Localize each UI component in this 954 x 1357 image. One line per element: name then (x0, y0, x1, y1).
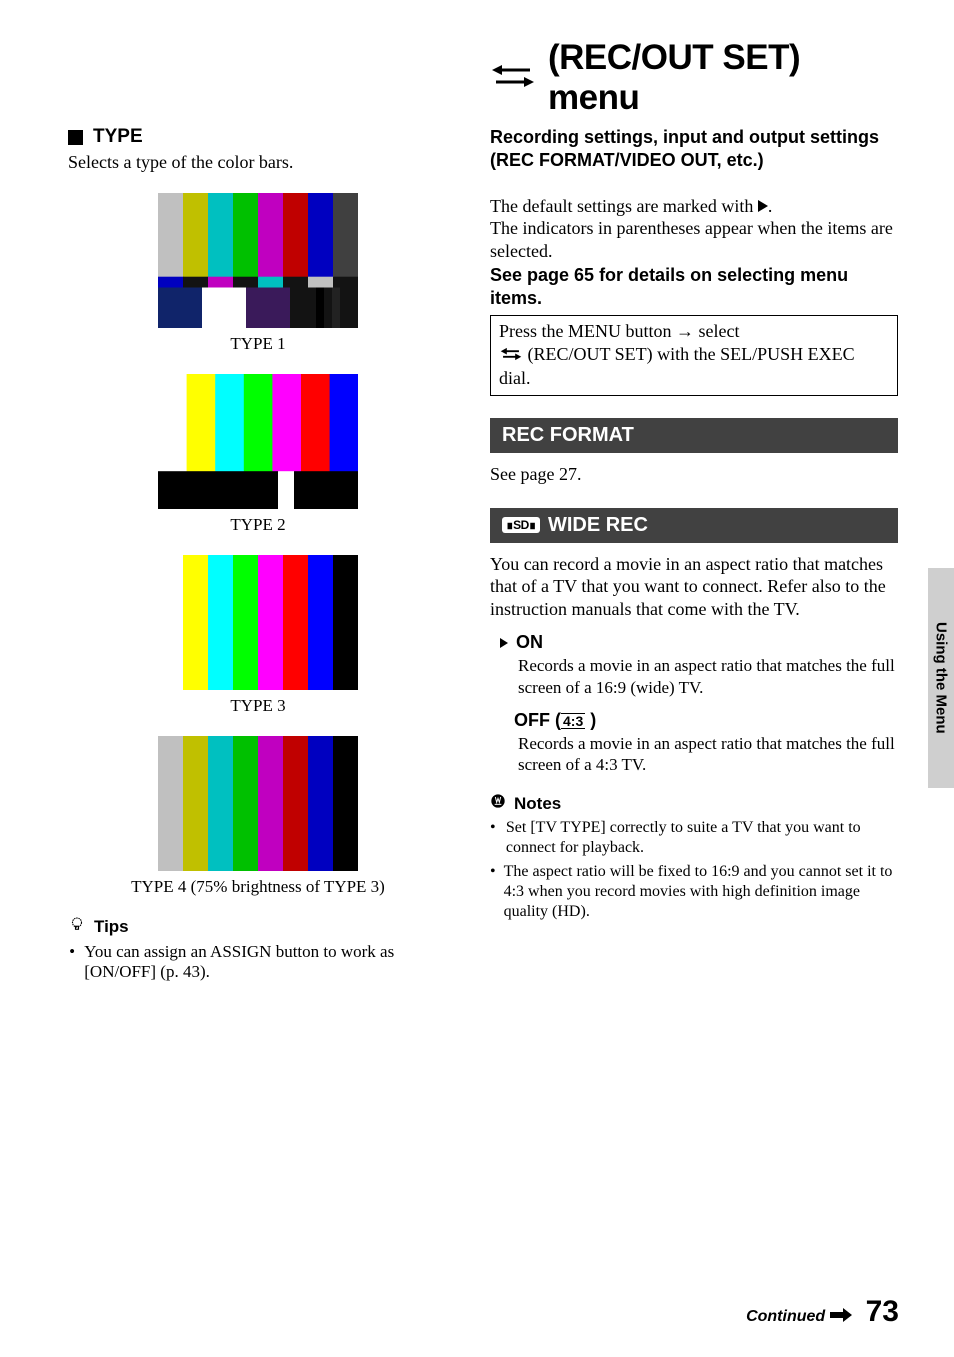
option-label: OFF (4:3 ) (514, 710, 596, 731)
color-bars-3: TYPE 3 (68, 555, 448, 716)
inout-arrows-icon (499, 344, 523, 367)
color-bars-4: TYPE 4 (75% brightness of TYPE 3) (68, 736, 448, 897)
inout-arrows-icon (490, 61, 536, 96)
notes-header: Notes (490, 793, 898, 814)
box-text-3: (REC/OUT SET) with the SEL/PUSH EXEC dia… (499, 344, 855, 388)
left-column: TYPE Selects a type of the color bars. T… (68, 30, 448, 982)
color-bars-caption: TYPE 3 (68, 696, 448, 716)
lightbulb-icon (68, 915, 86, 938)
option-label: ON (516, 632, 543, 653)
wide-rec-body: You can record a movie in an aspect rati… (490, 553, 898, 621)
note-text: The aspect ratio will be fixed to 16:9 a… (504, 862, 898, 922)
page-number: 73 (866, 1295, 899, 1329)
footer: Continued 73 (746, 1295, 899, 1329)
side-tab: Using the Menu (928, 568, 954, 788)
info-icon (490, 793, 506, 814)
color-bars-caption: TYPE 4 (75% brightness of TYPE 3) (68, 877, 448, 897)
bullet-dot-icon: • (490, 818, 498, 858)
menu-title-row: (REC/OUT SET) menu (490, 38, 898, 118)
tips-header: Tips (68, 915, 448, 938)
intro-text: The default settings are marked with . T… (490, 195, 898, 263)
color-bars-1: TYPE 1 (68, 193, 448, 354)
type-description: Selects a type of the color bars. (68, 152, 448, 173)
side-tab-label: Using the Menu (933, 622, 950, 734)
play-triangle-icon (758, 200, 768, 212)
option-off: OFF (4:3 ) (514, 710, 898, 731)
option-on-desc: Records a movie in an aspect ratio that … (518, 655, 898, 698)
type-header: TYPE (68, 126, 448, 148)
intro-line-1a: The default settings are marked with (490, 196, 758, 216)
sd-badge-icon: ∎SD∎ (502, 517, 540, 533)
right-column: (REC/OUT SET) menu Recording settings, i… (490, 30, 898, 982)
color-bars-svg (158, 193, 358, 328)
color-bars-svg (158, 736, 358, 871)
note-item: •Set [TV TYPE] correctly to suite a TV t… (490, 818, 898, 858)
note-text: Set [TV TYPE] correctly to suite a TV th… (506, 818, 898, 858)
color-bars-svg (158, 555, 358, 690)
tip-item: • You can assign an ASSIGN button to wor… (68, 942, 448, 982)
see-page-text: See page 65 for details on selecting men… (490, 264, 898, 309)
section-title: WIDE REC (548, 514, 648, 537)
play-triangle-icon (500, 638, 508, 648)
option-off-desc: Records a movie in an aspect ratio that … (518, 733, 898, 776)
color-bars-caption: TYPE 1 (68, 334, 448, 354)
color-bars-caption: TYPE 2 (68, 515, 448, 535)
arrow-right-icon: → (676, 320, 694, 343)
bullet-dot-icon: • (490, 862, 496, 922)
square-bullet-icon (68, 130, 83, 145)
intro-line-2: The indicators in parentheses appear whe… (490, 218, 893, 261)
notes-list: •Set [TV TYPE] correctly to suite a TV t… (490, 818, 898, 922)
option-on: ON (500, 632, 898, 653)
arrow-right-icon (830, 1307, 852, 1327)
color-bars-svg (158, 374, 358, 509)
option-off-prefix: OFF ( (514, 710, 561, 730)
continued-text: Continued (746, 1308, 830, 1325)
type-title: TYPE (93, 126, 143, 148)
color-bars-list: TYPE 1 TYPE 2 TYPE 3 TYPE 4 (75% brightness… (68, 193, 448, 897)
tips-label: Tips (94, 917, 129, 937)
menu-subtitle: Recording settings, input and output set… (490, 126, 898, 173)
box-text-2: select (694, 321, 739, 341)
section-wide-rec: ∎SD∎ WIDE REC (490, 508, 898, 543)
menu-title: (REC/OUT SET) menu (548, 38, 898, 118)
color-bars-2: TYPE 2 (68, 374, 448, 535)
footer-continued: Continued (746, 1306, 852, 1327)
section-rec-format: REC FORMAT (490, 418, 898, 453)
aspect-43-icon: 4:3 (561, 713, 585, 729)
bullet-dot-icon: • (68, 942, 76, 982)
note-item: •The aspect ratio will be fixed to 16:9 … (490, 862, 898, 922)
instruction-box: Press the MENU button → select (REC/OUT … (490, 315, 898, 396)
option-off-suffix: ) (585, 710, 596, 730)
tip-text: You can assign an ASSIGN button to work … (84, 942, 448, 982)
box-text-1: Press the MENU button (499, 321, 676, 341)
section-title: REC FORMAT (502, 424, 634, 447)
rec-format-body: See page 27. (490, 463, 898, 486)
notes-label: Notes (514, 794, 561, 814)
